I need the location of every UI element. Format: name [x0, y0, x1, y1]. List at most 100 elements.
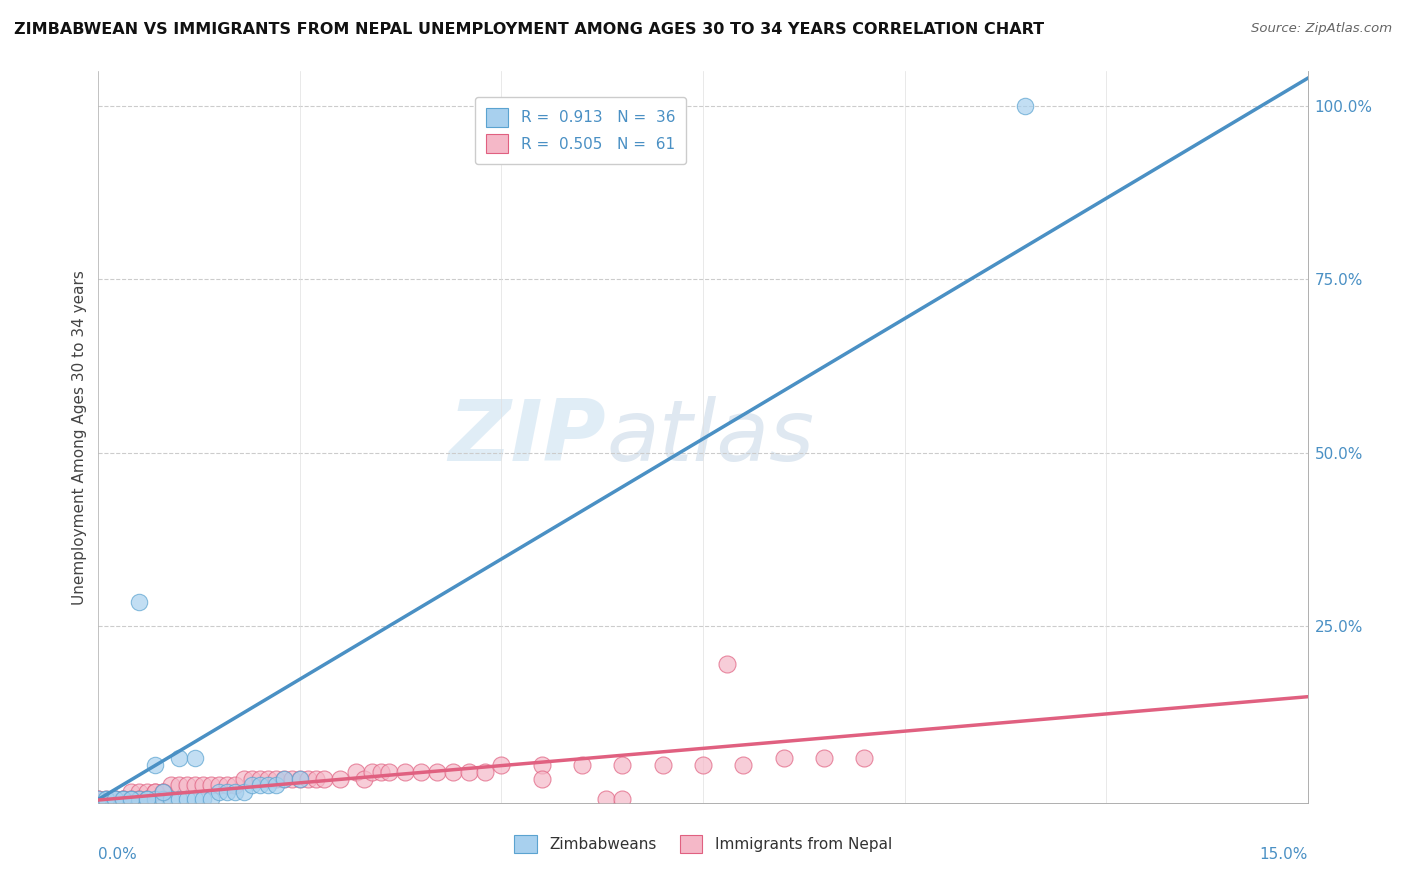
Point	[224, 779, 246, 793]
Point	[329, 772, 352, 786]
Text: atlas: atlas	[606, 395, 814, 479]
Point	[394, 764, 416, 779]
Point	[167, 792, 190, 806]
Point	[612, 757, 634, 772]
Point	[426, 764, 449, 779]
Point	[152, 785, 174, 799]
Point	[217, 785, 239, 799]
Point	[143, 757, 166, 772]
Point	[733, 757, 755, 772]
Point	[87, 792, 110, 806]
Point	[377, 764, 399, 779]
Point	[120, 792, 142, 806]
Point	[256, 779, 278, 793]
Point	[167, 750, 190, 764]
Point	[474, 764, 496, 779]
Point	[111, 792, 134, 806]
Point	[409, 764, 432, 779]
Point	[135, 792, 157, 806]
Legend: Zimbabweans, Immigrants from Nepal: Zimbabweans, Immigrants from Nepal	[506, 827, 900, 861]
Point	[692, 757, 714, 772]
Point	[120, 792, 142, 806]
Point	[273, 772, 295, 786]
Point	[135, 785, 157, 799]
Point	[184, 792, 207, 806]
Point	[87, 792, 110, 806]
Point	[193, 792, 215, 806]
Point	[120, 792, 142, 806]
Point	[264, 772, 287, 786]
Point	[1014, 99, 1036, 113]
Point	[344, 764, 367, 779]
Point	[120, 785, 142, 799]
Point	[595, 792, 617, 806]
Point	[217, 779, 239, 793]
Y-axis label: Unemployment Among Ages 30 to 34 years: Unemployment Among Ages 30 to 34 years	[72, 269, 87, 605]
Point	[128, 792, 150, 806]
Point	[103, 792, 125, 806]
Point	[240, 779, 263, 793]
Point	[128, 785, 150, 799]
Point	[111, 792, 134, 806]
Point	[305, 772, 328, 786]
Point	[152, 792, 174, 806]
Point	[208, 779, 231, 793]
Point	[103, 792, 125, 806]
Text: Source: ZipAtlas.com: Source: ZipAtlas.com	[1251, 22, 1392, 36]
Point	[491, 757, 513, 772]
Point	[184, 750, 207, 764]
Point	[232, 772, 254, 786]
Point	[96, 792, 118, 806]
Point	[200, 792, 222, 806]
Point	[256, 772, 278, 786]
Point	[813, 750, 835, 764]
Point	[853, 750, 876, 764]
Point	[288, 772, 311, 786]
Point	[143, 785, 166, 799]
Point	[651, 757, 673, 772]
Point	[314, 772, 336, 786]
Point	[288, 772, 311, 786]
Point	[361, 764, 384, 779]
Point	[176, 792, 198, 806]
Point	[193, 779, 215, 793]
Point	[167, 779, 190, 793]
Point	[370, 764, 392, 779]
Point	[281, 772, 304, 786]
Point	[232, 785, 254, 799]
Point	[200, 779, 222, 793]
Text: 0.0%: 0.0%	[98, 847, 138, 862]
Point	[96, 792, 118, 806]
Point	[96, 792, 118, 806]
Text: ZIMBABWEAN VS IMMIGRANTS FROM NEPAL UNEMPLOYMENT AMONG AGES 30 TO 34 YEARS CORRE: ZIMBABWEAN VS IMMIGRANTS FROM NEPAL UNEM…	[14, 22, 1045, 37]
Point	[224, 785, 246, 799]
Point	[716, 657, 738, 672]
Point	[297, 772, 319, 786]
Point	[135, 792, 157, 806]
Point	[135, 792, 157, 806]
Text: ZIP: ZIP	[449, 395, 606, 479]
Point	[160, 792, 183, 806]
Point	[143, 785, 166, 799]
Point	[249, 779, 271, 793]
Point	[184, 779, 207, 793]
Point	[111, 792, 134, 806]
Point	[240, 772, 263, 786]
Point	[571, 757, 593, 772]
Point	[612, 792, 634, 806]
Point	[160, 779, 183, 793]
Point	[103, 792, 125, 806]
Point	[143, 792, 166, 806]
Point	[249, 772, 271, 786]
Point	[111, 792, 134, 806]
Point	[128, 792, 150, 806]
Point	[458, 764, 481, 779]
Point	[103, 792, 125, 806]
Point	[152, 785, 174, 799]
Point	[353, 772, 375, 786]
Point	[87, 792, 110, 806]
Point	[176, 779, 198, 793]
Text: 15.0%: 15.0%	[1260, 847, 1308, 862]
Point	[772, 750, 794, 764]
Point	[264, 779, 287, 793]
